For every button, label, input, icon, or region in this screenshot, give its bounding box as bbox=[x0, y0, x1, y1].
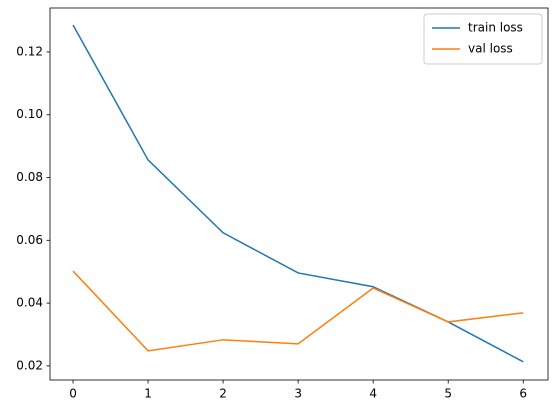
y-tick-label: 0.08 bbox=[16, 170, 43, 184]
y-tick-label: 0.10 bbox=[16, 107, 43, 121]
y-tick-label: 0.06 bbox=[16, 233, 43, 247]
y-tick-label: 0.12 bbox=[16, 44, 43, 58]
y-tick-label: 0.04 bbox=[16, 296, 43, 310]
x-tick-label: 2 bbox=[219, 387, 227, 401]
legend-label: val loss bbox=[468, 42, 513, 56]
x-tick-label: 6 bbox=[519, 387, 527, 401]
y-tick-label: 0.02 bbox=[16, 358, 43, 372]
x-tick-label: 5 bbox=[444, 387, 452, 401]
x-tick-label: 1 bbox=[144, 387, 152, 401]
x-tick-label: 4 bbox=[369, 387, 377, 401]
x-tick-label: 0 bbox=[69, 387, 77, 401]
data-line bbox=[72, 24, 524, 363]
legend-label: train loss bbox=[468, 21, 523, 35]
plot-frame bbox=[49, 7, 549, 381]
x-tick-label: 3 bbox=[294, 387, 302, 401]
data-line bbox=[72, 270, 524, 352]
legend-box bbox=[423, 13, 543, 65]
